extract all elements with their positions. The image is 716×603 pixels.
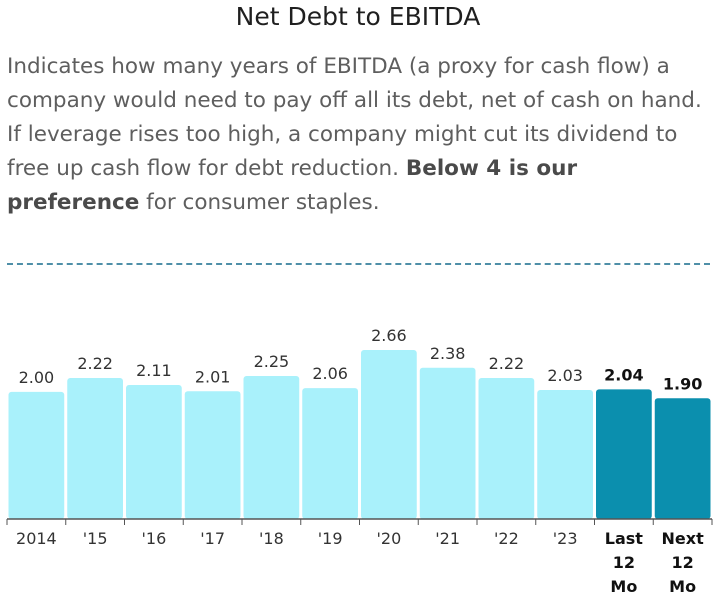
value-label-5: 2.06 (312, 364, 348, 383)
x-tick-label-8: '22 (494, 529, 519, 548)
value-label-2: 2.11 (136, 361, 172, 380)
value-label-4: 2.25 (254, 352, 290, 371)
x-tick-label-9: '23 (553, 529, 578, 548)
bar-10 (596, 389, 652, 519)
bar-2 (126, 384, 182, 519)
value-label-10: 2.04 (604, 365, 643, 384)
value-label-3: 2.01 (195, 367, 231, 386)
x-tick-label-10: Last 12 Mo (605, 529, 644, 596)
x-tick-label-5: '19 (318, 529, 343, 548)
value-label-7: 2.38 (430, 344, 466, 363)
bar-6 (361, 350, 417, 519)
bar-chart: 2.00 2014 2.22 '15 2.11 '16 2.01 '17 2.25 '18 2.06… (6, 326, 713, 596)
bar-3 (184, 391, 241, 519)
x-tick-label-6: '20 (376, 529, 401, 548)
dashed-divider (7, 263, 710, 265)
x-tick-label-0: 2014 (16, 529, 57, 548)
x-tick-label-1: '15 (83, 529, 108, 548)
chart-description: Indicates how many years of EBITDA (a pr… (7, 50, 707, 220)
description-text: Indicates how many years of EBITDA (a pr… (7, 54, 702, 181)
value-label-9: 2.03 (547, 366, 583, 385)
value-label-8: 2.22 (489, 354, 525, 373)
bar-0 (8, 391, 65, 519)
x-tick-label-4: '18 (259, 529, 284, 548)
value-label-6: 2.66 (371, 326, 407, 345)
value-label-11: 1.90 (663, 374, 702, 393)
chart-title: Net Debt to EBITDA (235, 2, 481, 31)
description-emphasis: Below 4 is our preference (7, 156, 578, 215)
bar-11 (654, 398, 711, 519)
x-tick-label-3: '17 (200, 529, 225, 548)
x-tick-label-11: Next 12 Mo (662, 529, 705, 596)
bar-4 (243, 376, 300, 519)
value-label-1: 2.22 (77, 354, 113, 373)
bar-8 (478, 377, 535, 519)
x-tick-label-2: '16 (141, 529, 166, 548)
bar-1 (67, 377, 123, 519)
description-text-end: for consumer staples. (139, 190, 380, 215)
x-tick-label-7: '21 (435, 529, 460, 548)
value-label-0: 2.00 (19, 368, 55, 387)
bar-9 (537, 390, 593, 519)
bar-7 (419, 367, 476, 519)
bar-5 (302, 388, 358, 519)
